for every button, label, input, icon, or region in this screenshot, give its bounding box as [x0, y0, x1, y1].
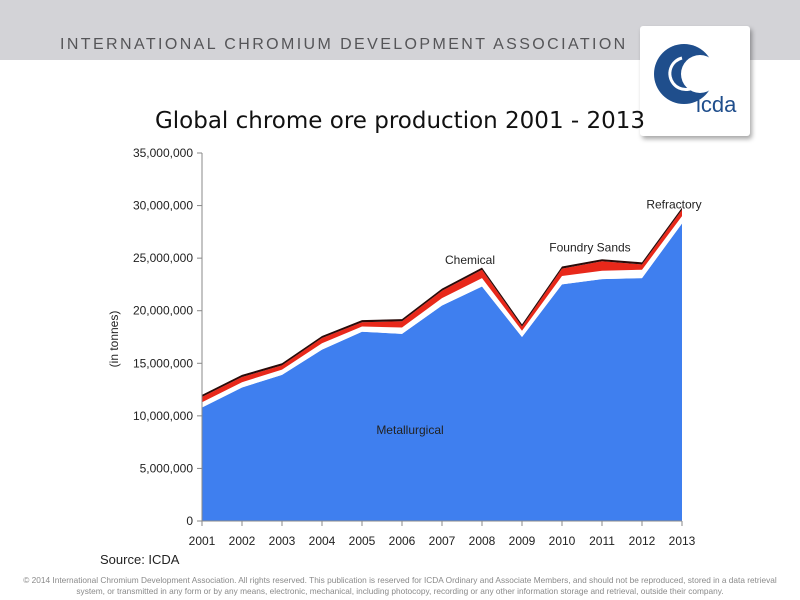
chart-title: Global chrome ore production 2001 - 2013	[154, 108, 646, 134]
copyright-notice: © 2014 International Chromium Developmen…	[23, 575, 777, 596]
x-tick-label: 2007	[429, 534, 456, 548]
area-series-0	[202, 223, 682, 521]
logo-text: icda	[696, 92, 737, 117]
x-tick-label: 2002	[229, 534, 256, 548]
x-tick-label: 2001	[189, 534, 216, 548]
x-tick-label: 2005	[349, 534, 376, 548]
x-tick-label: 2003	[269, 534, 296, 548]
y-tick-label: 25,000,000	[133, 251, 193, 265]
series-label: Metallurgical	[376, 423, 443, 437]
x-tick-label: 2009	[509, 534, 536, 548]
x-tick-label: 2008	[469, 534, 496, 548]
source-note: Source: ICDA	[100, 552, 180, 567]
series-label: Chemical	[445, 253, 495, 267]
organization-name: INTERNATIONAL CHROMIUM DEVELOPMENT ASSOC…	[60, 36, 628, 53]
series-label: Refractory	[646, 198, 701, 212]
x-tick-label: 2004	[309, 534, 336, 548]
y-tick-label: 0	[186, 514, 193, 528]
icda-logo: icda	[640, 26, 750, 136]
y-axis-label: (in tonnes)	[107, 311, 121, 368]
x-tick-label: 2010	[549, 534, 576, 548]
x-tick-label: 2011	[589, 534, 615, 548]
y-tick-label: 30,000,000	[133, 199, 193, 213]
y-tick-label: 20,000,000	[133, 304, 193, 318]
x-tick-label: 2006	[389, 534, 416, 548]
y-tick-label: 35,000,000	[133, 146, 193, 160]
y-tick-label: 5,000,000	[140, 461, 194, 475]
x-tick-label: 2012	[629, 534, 656, 548]
series-label: Foundry Sands	[549, 240, 630, 254]
y-tick-label: 15,000,000	[133, 356, 193, 370]
x-tick-label: 2013	[669, 534, 696, 548]
logo-graphic: icda	[654, 44, 737, 117]
y-tick-label: 10,000,000	[133, 409, 193, 423]
